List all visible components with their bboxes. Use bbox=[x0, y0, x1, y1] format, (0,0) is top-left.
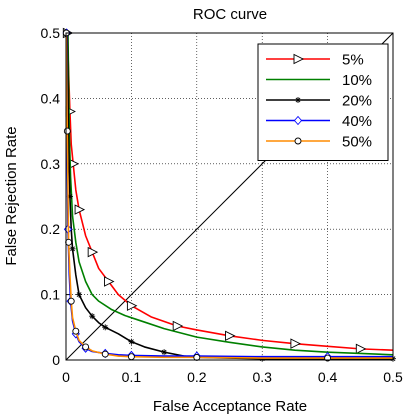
x-tick-label: 0.2 bbox=[187, 369, 207, 385]
x-tick-label: 0.5 bbox=[383, 369, 403, 385]
series-point bbox=[87, 246, 99, 258]
x-tick-label: 0.3 bbox=[252, 369, 272, 385]
series-point bbox=[101, 350, 109, 358]
series-point bbox=[72, 327, 80, 335]
series-point bbox=[128, 338, 135, 345]
y-tick-label: 0.1 bbox=[41, 287, 61, 303]
x-tick-labels: 0 0.1 0.2 0.3 0.4 0.5 bbox=[62, 369, 403, 385]
series-point bbox=[82, 343, 90, 351]
y-tick-label: 0.2 bbox=[41, 221, 61, 237]
legend-label: 50% bbox=[342, 134, 372, 151]
x-axis-label: False Acceptance Rate bbox=[153, 398, 307, 415]
series-point bbox=[161, 349, 168, 356]
legend-label: 20% bbox=[342, 93, 372, 110]
series-point bbox=[76, 291, 83, 298]
x-tick-label: 0.1 bbox=[122, 369, 142, 385]
series-point bbox=[127, 353, 135, 361]
series-point bbox=[74, 204, 86, 215]
series-point bbox=[193, 353, 201, 361]
y-tick-label: 0.5 bbox=[41, 25, 61, 41]
series-point bbox=[225, 330, 236, 342]
legend-label: 5% bbox=[342, 52, 364, 69]
y-tick-labels: 0 0.1 0.2 0.3 0.4 0.5 bbox=[41, 25, 61, 368]
series-point bbox=[104, 276, 115, 287]
series-point bbox=[355, 343, 367, 355]
legend-entry: 5% bbox=[266, 52, 364, 69]
x-tick-label: 0 bbox=[62, 369, 70, 385]
series-point bbox=[69, 245, 76, 252]
series-line bbox=[67, 32, 394, 356]
series-point bbox=[102, 324, 109, 331]
legend-label: 40% bbox=[342, 113, 372, 130]
series-point bbox=[89, 313, 96, 320]
legend-marker bbox=[294, 137, 302, 145]
legend-label: 10% bbox=[342, 72, 372, 89]
series-point bbox=[290, 338, 301, 349]
plot-frame bbox=[65, 32, 394, 361]
series-layer bbox=[62, 27, 396, 362]
series-point bbox=[63, 127, 71, 135]
y-tick-label: 0 bbox=[52, 352, 60, 368]
legend-entry: 10% bbox=[266, 72, 372, 89]
series-point bbox=[67, 297, 75, 305]
series-point bbox=[172, 320, 184, 332]
y-tick-label: 0.4 bbox=[41, 90, 61, 106]
y-tick-label: 0.3 bbox=[41, 156, 61, 172]
legend: 5% 10% 20% 40% 50% bbox=[257, 43, 389, 161]
legend-entry: 40% bbox=[266, 113, 372, 130]
series-point bbox=[126, 300, 138, 311]
legend-entry: 20% bbox=[266, 93, 372, 110]
legend-marker bbox=[293, 53, 305, 65]
x-tick-label: 0.4 bbox=[318, 369, 338, 385]
series-point bbox=[65, 238, 73, 246]
legend-marker bbox=[295, 97, 301, 103]
legend-entry: 50% bbox=[266, 134, 372, 151]
chart-title: ROC curve bbox=[193, 6, 267, 23]
legend-marker bbox=[293, 115, 303, 126]
series-line bbox=[66, 32, 394, 351]
series-line bbox=[65, 32, 393, 359]
y-axis-label: False Rejection Rate bbox=[3, 126, 20, 265]
series-1 bbox=[67, 32, 394, 356]
